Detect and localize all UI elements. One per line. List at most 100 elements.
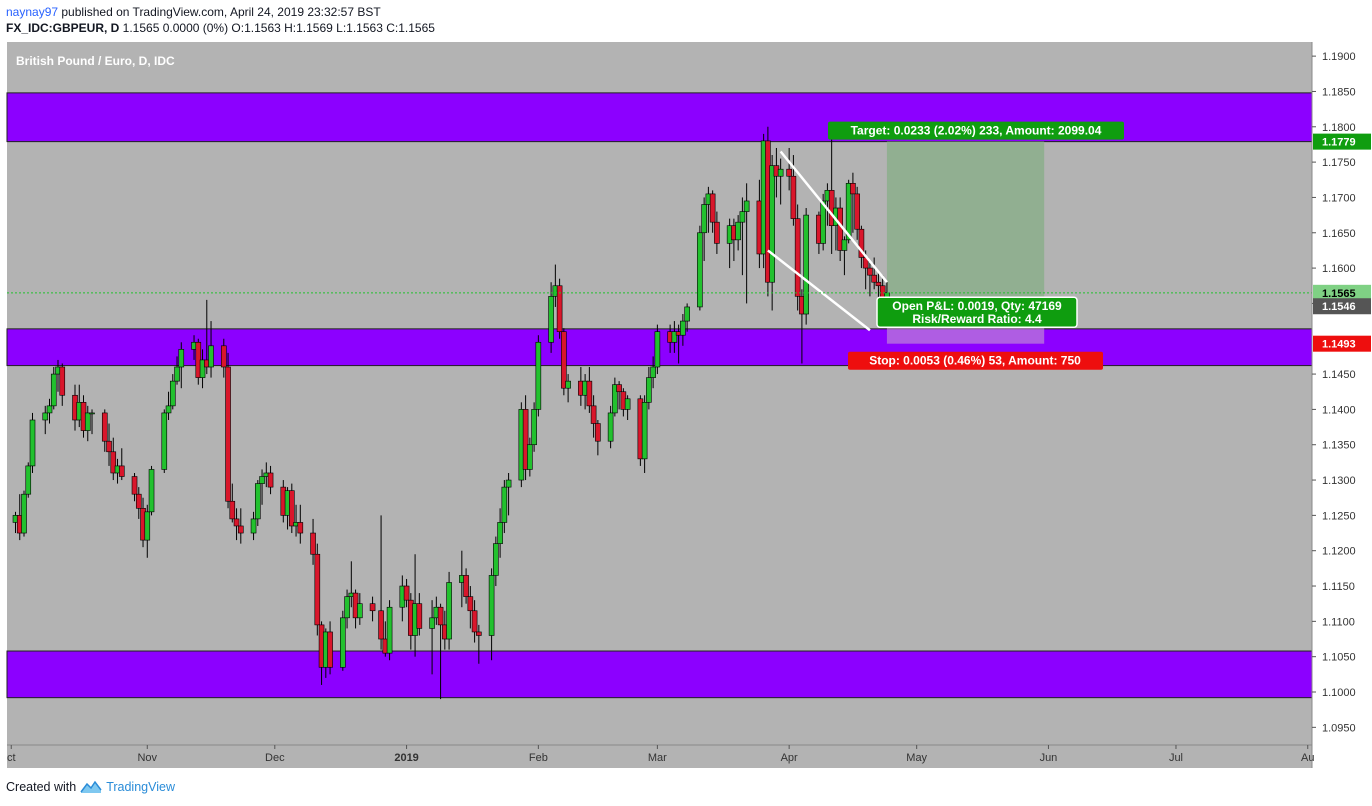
bear-candle <box>616 384 622 393</box>
bear-candle <box>561 331 567 389</box>
wedge-trendline <box>779 150 888 284</box>
bull-candle <box>527 444 533 470</box>
bull-candle <box>650 366 656 378</box>
bull-candle <box>769 165 775 283</box>
symbol-label: FX_IDC:GBPEUR, D <box>6 21 120 35</box>
price-tick-label: 1.1450 <box>1322 369 1356 381</box>
bull-candle <box>357 603 363 619</box>
bear-candle <box>267 472 274 488</box>
bear-candle <box>522 409 529 470</box>
profit-zone <box>886 141 1045 307</box>
bear-candle <box>59 366 66 396</box>
publisher-username[interactable]: naynay97 <box>6 5 59 19</box>
price-tag-label: 1.1546 <box>1322 301 1356 313</box>
bull-candle <box>29 419 36 467</box>
bear-candle <box>106 440 112 453</box>
price-tick-label: 1.1750 <box>1322 157 1356 169</box>
bull-candle <box>701 204 707 234</box>
bear-candle <box>297 522 304 534</box>
bear-candle <box>709 193 716 223</box>
bear-candle <box>369 603 376 612</box>
price-tick-label: 1.1650 <box>1322 228 1356 240</box>
bull-candle <box>641 402 648 460</box>
bull-candle <box>535 341 542 410</box>
bear-candle <box>327 631 333 668</box>
bear-candle <box>467 596 474 612</box>
bull-candle <box>429 617 435 629</box>
bear-candle <box>850 183 856 195</box>
bear-candle <box>220 345 227 368</box>
bull-candle <box>743 200 750 212</box>
bull-candle <box>42 412 49 421</box>
bull-candle <box>820 200 826 244</box>
bear-candle <box>786 168 792 177</box>
bear-candle <box>225 366 231 502</box>
bull-candle <box>84 412 91 431</box>
bull-candle <box>845 183 852 241</box>
bull-candle <box>165 405 172 414</box>
time-tick-label: Mar <box>648 752 667 764</box>
price-tag-box <box>1313 298 1371 315</box>
bull-candle <box>25 465 32 495</box>
bear-candle <box>437 606 444 626</box>
bear-candle <box>794 218 801 297</box>
bull-candle <box>446 582 452 640</box>
bear-candle <box>289 490 295 527</box>
bear-candle <box>314 553 321 626</box>
price-tick-label: 1.1050 <box>1322 652 1356 664</box>
bull-candle <box>89 412 95 415</box>
bull-candle <box>841 239 848 251</box>
ohlc-readout: 1.1565 0.0000 (0%) O:1.1563 H:1.1569 L:1… <box>119 21 435 35</box>
bull-candle <box>174 366 180 382</box>
price-tick-label: 1.1600 <box>1322 263 1356 275</box>
price-tag-box <box>1313 335 1371 352</box>
bull-candle <box>777 168 784 177</box>
bull-candle <box>505 479 512 488</box>
price-tick-label: 1.1850 <box>1322 86 1356 98</box>
wedge-trendline <box>767 249 871 332</box>
plot-background <box>7 42 1312 768</box>
price-tick-label: 1.1400 <box>1322 404 1356 416</box>
bear-candle <box>790 175 797 219</box>
price-tick-label: 1.1350 <box>1322 440 1356 452</box>
bear-candle <box>590 405 597 424</box>
bear-candle <box>871 274 877 283</box>
publish-info: published on TradingView.com, April 24, … <box>58 5 381 19</box>
bull-candle <box>531 409 537 446</box>
price-tag-label: 1.1493 <box>1322 339 1356 351</box>
bear-candle <box>310 532 316 555</box>
publisher-line: naynay97 published on TradingView.com, A… <box>6 4 435 20</box>
supply-demand-zone <box>6 650 1313 699</box>
bull-candle <box>671 331 678 343</box>
bull-candle <box>646 377 652 403</box>
bear-candle <box>131 476 138 495</box>
time-tick-label: May <box>906 752 927 764</box>
bear-candle <box>586 380 593 407</box>
bull-candle <box>612 384 618 414</box>
bull-candle <box>607 412 614 442</box>
bull-candle <box>548 296 554 343</box>
time-tick-label: Au <box>1301 752 1314 764</box>
bear-candle <box>463 575 469 597</box>
bull-candle <box>21 493 27 534</box>
price-tick-label: 1.1800 <box>1322 122 1356 134</box>
bull-candle <box>497 522 503 544</box>
bull-candle <box>654 331 661 368</box>
price-tick-label: 1.1150 <box>1322 581 1355 593</box>
stop-label-box <box>848 351 1103 370</box>
target-label: Target: 0.0233 (2.02%) 233, Amount: 2099… <box>851 124 1102 138</box>
bull-candle <box>344 596 350 619</box>
bull-candle <box>144 511 151 541</box>
bull-candle <box>624 398 631 410</box>
time-tick-label: 2019 <box>394 752 418 764</box>
bear-candle <box>471 610 478 633</box>
footer: Created with TradingView <box>6 780 175 794</box>
stop-label: Stop: 0.0053 (0.46%) 53, Amount: 750 <box>869 354 1081 368</box>
bull-candle <box>199 359 206 378</box>
tradingview-brand[interactable]: TradingView <box>106 780 175 794</box>
time-tick-label: Dec <box>265 752 285 764</box>
bear-candle <box>867 267 873 276</box>
bull-candle <box>169 380 176 407</box>
bull-candle <box>250 518 257 534</box>
